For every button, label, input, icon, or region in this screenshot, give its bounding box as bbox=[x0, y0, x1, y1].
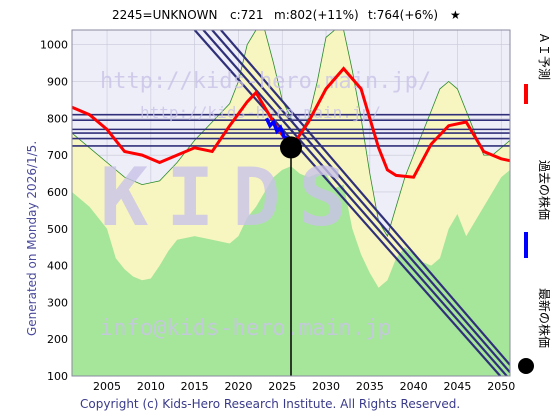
star-icon: ★ bbox=[450, 8, 461, 22]
x-tick-label: 2015 bbox=[181, 380, 209, 393]
watermark-url-middle: http://kids-hero.main.jp/ bbox=[140, 103, 381, 122]
legend-latest-label: 最新の株価 bbox=[537, 288, 552, 348]
legend-prediction-label: ＡＩ予測 bbox=[537, 32, 551, 80]
x-tick-label: 2005 bbox=[93, 380, 121, 393]
stock-code-label: 2245=UNKNOWN bbox=[112, 8, 218, 22]
x-tick-label: 2030 bbox=[312, 380, 340, 393]
x-tick-label: 2020 bbox=[224, 380, 252, 393]
x-tick-label: 2045 bbox=[443, 380, 471, 393]
band-line bbox=[202, 30, 509, 376]
y-tick-label: 700 bbox=[47, 149, 68, 162]
x-tick-label: 2035 bbox=[356, 380, 384, 393]
watermark-big: KIDS bbox=[100, 151, 365, 244]
band-line bbox=[193, 30, 502, 376]
y-tick-label: 200 bbox=[47, 333, 68, 346]
chart-header: 2245=UNKNOWN c:721 m:802(+11%) t:764(+6%… bbox=[112, 8, 461, 22]
legend-history-label: 過去の株価 bbox=[537, 160, 552, 220]
y-tick-label: 1000 bbox=[40, 39, 68, 52]
current-price-label: c:721 bbox=[230, 8, 264, 22]
watermark-email: info@kids-hero.main.jp bbox=[100, 316, 391, 341]
prediction-line bbox=[72, 66, 510, 179]
x-tick-label: 2040 bbox=[400, 380, 428, 393]
band-line bbox=[211, 30, 510, 374]
generated-date-text: Generated on Monday 2026/1/5. bbox=[25, 141, 39, 336]
y-tick-label: 800 bbox=[47, 112, 68, 125]
band-line bbox=[220, 30, 510, 366]
y-tick-label: 100 bbox=[47, 370, 68, 383]
y-tick-label: 900 bbox=[47, 76, 68, 89]
latest-price-dot bbox=[280, 136, 302, 159]
x-axis-ticks: 2005 2010 2015 2020 2025 2030 2035 2040 2045 2050 bbox=[93, 380, 515, 393]
trend-band bbox=[193, 30, 510, 376]
legend: ＡＩ予測 過去の株価 最新の株価 bbox=[518, 32, 552, 374]
plot-frame bbox=[71, 29, 511, 377]
x-tick-label: 2025 bbox=[268, 380, 296, 393]
x-tick-label: 2050 bbox=[487, 380, 515, 393]
y-axis-ticks: 100 200 300 400 500 600 700 800 900 1000 bbox=[40, 39, 68, 383]
copyright-text: Copyright (c) Kids-Hero Research Institu… bbox=[80, 397, 460, 411]
x-tick-label: 2010 bbox=[137, 380, 165, 393]
y-tick-label: 600 bbox=[47, 186, 68, 199]
legend-latest-dot bbox=[518, 358, 534, 374]
y-tick-label: 400 bbox=[47, 260, 68, 273]
watermark-url-top: http://kids-hero.main.jp/ bbox=[100, 69, 431, 94]
mid-price-label: m:802(+11%) bbox=[274, 8, 359, 22]
target-price-label: t:764(+6%) bbox=[368, 8, 438, 22]
y-tick-label: 500 bbox=[47, 223, 68, 236]
y-tick-label: 300 bbox=[47, 296, 68, 309]
